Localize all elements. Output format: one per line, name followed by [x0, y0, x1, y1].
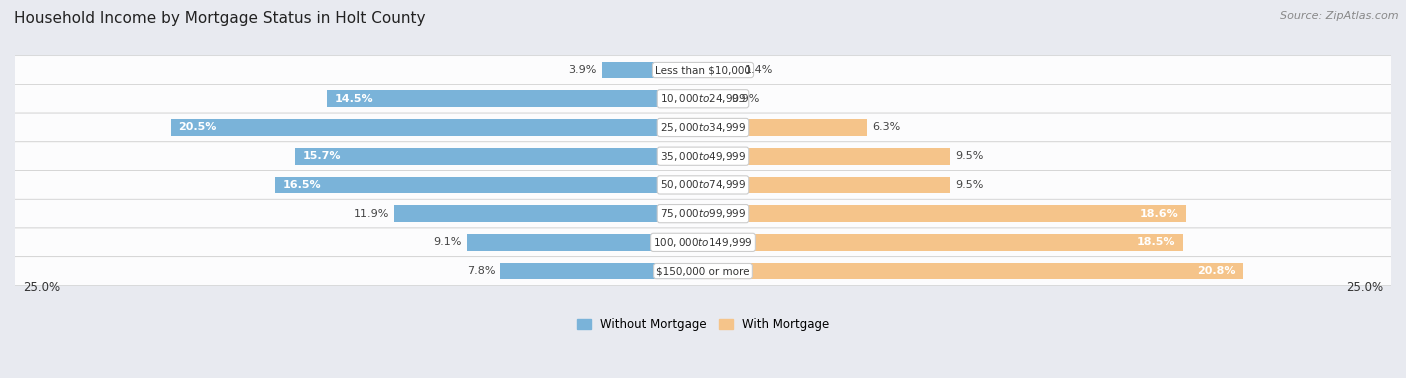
Text: 14.5%: 14.5%: [335, 94, 373, 104]
FancyBboxPatch shape: [14, 199, 1392, 228]
FancyBboxPatch shape: [14, 170, 1392, 199]
Text: $50,000 to $74,999: $50,000 to $74,999: [659, 178, 747, 191]
Text: 15.7%: 15.7%: [304, 151, 342, 161]
Bar: [394, 205, 703, 222]
Text: $10,000 to $24,999: $10,000 to $24,999: [659, 92, 747, 105]
Text: 18.5%: 18.5%: [1137, 237, 1175, 247]
Text: $25,000 to $34,999: $25,000 to $34,999: [659, 121, 747, 134]
Bar: [703, 234, 1184, 251]
Bar: [703, 177, 949, 193]
FancyBboxPatch shape: [14, 56, 1392, 84]
Bar: [703, 263, 1243, 279]
Bar: [703, 148, 949, 164]
Text: 7.8%: 7.8%: [467, 266, 495, 276]
Text: $75,000 to $99,999: $75,000 to $99,999: [659, 207, 747, 220]
Bar: [295, 148, 703, 164]
Text: 9.5%: 9.5%: [955, 180, 983, 190]
Legend: Without Mortgage, With Mortgage: Without Mortgage, With Mortgage: [572, 313, 834, 336]
Text: $100,000 to $149,999: $100,000 to $149,999: [654, 236, 752, 249]
Bar: [602, 62, 703, 78]
FancyBboxPatch shape: [14, 113, 1392, 142]
FancyBboxPatch shape: [14, 257, 1392, 285]
Bar: [467, 234, 703, 251]
Text: Household Income by Mortgage Status in Holt County: Household Income by Mortgage Status in H…: [14, 11, 426, 26]
Bar: [170, 119, 703, 136]
Text: 25.0%: 25.0%: [1346, 280, 1384, 294]
FancyBboxPatch shape: [14, 142, 1392, 170]
Text: 9.1%: 9.1%: [433, 237, 461, 247]
Text: 20.5%: 20.5%: [179, 122, 217, 132]
Text: 25.0%: 25.0%: [22, 280, 60, 294]
Text: Less than $10,000: Less than $10,000: [655, 65, 751, 75]
FancyBboxPatch shape: [14, 228, 1392, 257]
FancyBboxPatch shape: [14, 84, 1392, 113]
Text: 20.8%: 20.8%: [1197, 266, 1236, 276]
Bar: [501, 263, 703, 279]
Bar: [326, 90, 703, 107]
Text: 3.9%: 3.9%: [568, 65, 596, 75]
Bar: [703, 62, 740, 78]
Bar: [703, 205, 1185, 222]
Text: 9.5%: 9.5%: [955, 151, 983, 161]
Text: $150,000 or more: $150,000 or more: [657, 266, 749, 276]
Text: 11.9%: 11.9%: [353, 209, 389, 218]
Text: 1.4%: 1.4%: [745, 65, 773, 75]
Text: 6.3%: 6.3%: [872, 122, 900, 132]
Text: 0.9%: 0.9%: [731, 94, 759, 104]
Text: 18.6%: 18.6%: [1139, 209, 1178, 218]
Text: $35,000 to $49,999: $35,000 to $49,999: [659, 150, 747, 163]
Bar: [703, 119, 866, 136]
Text: Source: ZipAtlas.com: Source: ZipAtlas.com: [1281, 11, 1399, 21]
Text: 16.5%: 16.5%: [283, 180, 321, 190]
Bar: [274, 177, 703, 193]
Bar: [703, 90, 727, 107]
